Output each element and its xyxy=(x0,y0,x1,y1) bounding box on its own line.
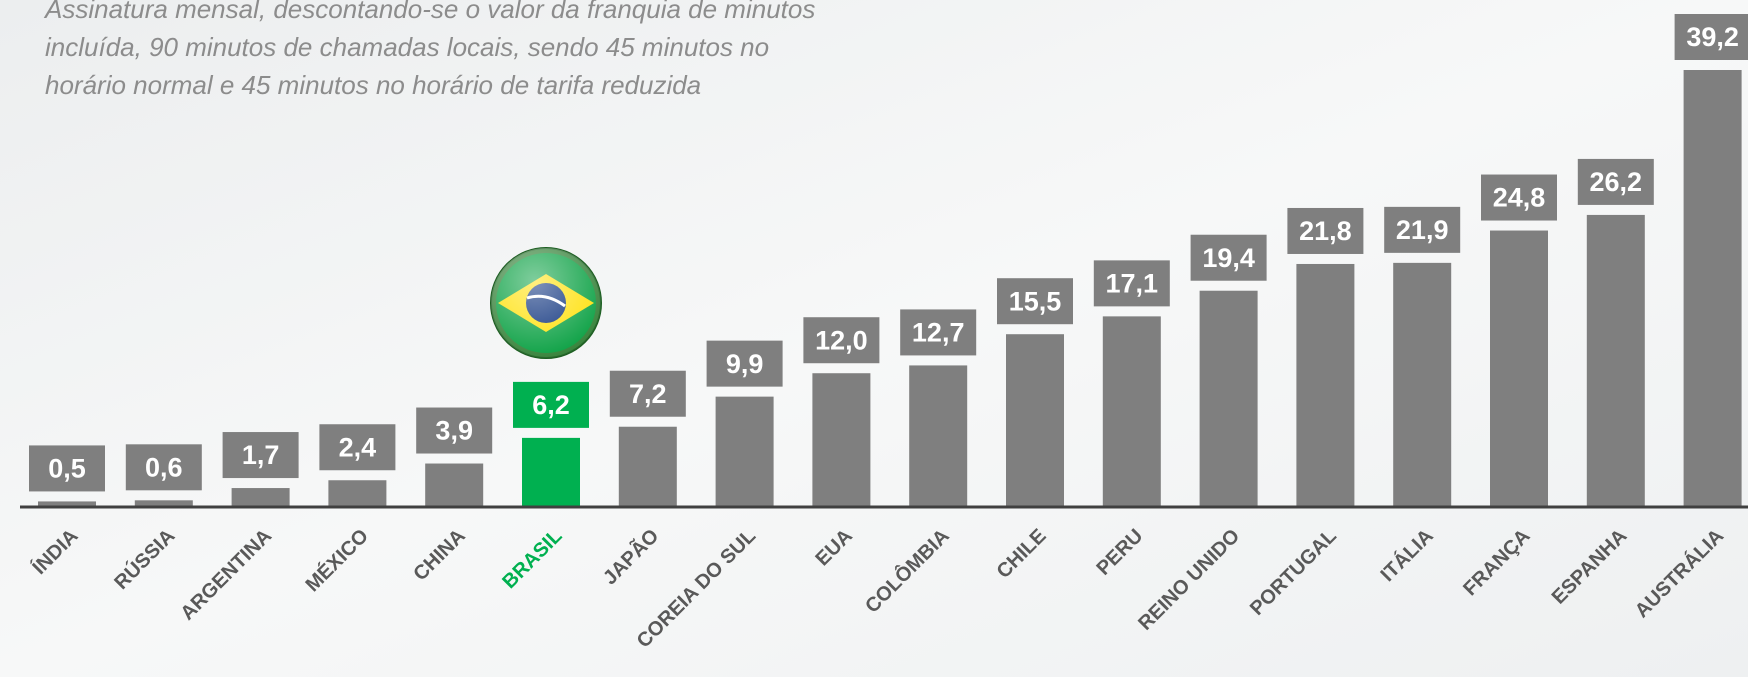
bar xyxy=(812,373,871,507)
bar xyxy=(328,480,387,507)
value-label-box xyxy=(900,309,977,356)
value-label: 0,5 xyxy=(48,454,86,484)
bar xyxy=(1586,214,1645,507)
value-label-box xyxy=(803,317,880,364)
bar xyxy=(618,426,677,507)
value-label: 21,8 xyxy=(1299,216,1352,246)
value-label-box xyxy=(513,381,589,428)
bar xyxy=(1296,263,1355,507)
value-label-box xyxy=(125,444,202,491)
value-label-box xyxy=(1287,207,1364,254)
value-label: 7,2 xyxy=(629,379,667,409)
bar xyxy=(1102,316,1161,507)
value-label: 39,2 xyxy=(1686,22,1739,52)
bar xyxy=(231,488,290,507)
value-label: 6,2 xyxy=(532,390,570,420)
value-label: 0,6 xyxy=(145,452,183,482)
value-label: 21,9 xyxy=(1396,215,1449,245)
value-label-box xyxy=(1190,234,1267,281)
annotation: Assinatura mensal, descontando-se o valo… xyxy=(43,0,815,24)
bar xyxy=(38,501,96,507)
bar xyxy=(1393,262,1452,507)
value-label: 15,5 xyxy=(1009,286,1062,316)
bar xyxy=(522,437,580,507)
bar xyxy=(1490,230,1548,507)
value-label: 2,4 xyxy=(339,432,377,462)
value-label: 3,9 xyxy=(435,416,473,446)
value-label-box xyxy=(609,370,686,417)
bar xyxy=(909,365,968,507)
value-label: 26,2 xyxy=(1590,167,1643,197)
value-label-box xyxy=(416,407,493,454)
value-label-box xyxy=(1384,206,1461,253)
value-label: 19,4 xyxy=(1202,243,1255,273)
value-label: 17,1 xyxy=(1106,268,1159,298)
bar xyxy=(1199,290,1258,507)
value-label-box xyxy=(1577,158,1654,205)
bar xyxy=(1683,70,1742,507)
value-label: 1,7 xyxy=(242,440,280,470)
value-label-box xyxy=(1674,14,1748,60)
value-label: 9,9 xyxy=(726,349,764,379)
value-label: 12,7 xyxy=(912,318,965,348)
value-label-box xyxy=(319,424,396,471)
bar xyxy=(425,463,484,507)
value-label-box xyxy=(997,278,1073,325)
value-label: 24,8 xyxy=(1493,183,1546,213)
annotation: horário normal e 45 minutos no horário d… xyxy=(45,70,701,100)
value-label-box xyxy=(29,445,105,492)
value-label-box xyxy=(706,340,783,387)
bar xyxy=(715,396,774,507)
bar xyxy=(1006,334,1064,507)
brazil-flag xyxy=(490,247,602,359)
value-label-box xyxy=(1093,260,1170,307)
value-label-box xyxy=(1481,174,1557,221)
annotation: incluída, 90 minutos de chamadas locais,… xyxy=(45,32,769,62)
value-label: 12,0 xyxy=(815,325,868,355)
bar xyxy=(134,500,193,507)
value-label-box xyxy=(222,432,299,479)
